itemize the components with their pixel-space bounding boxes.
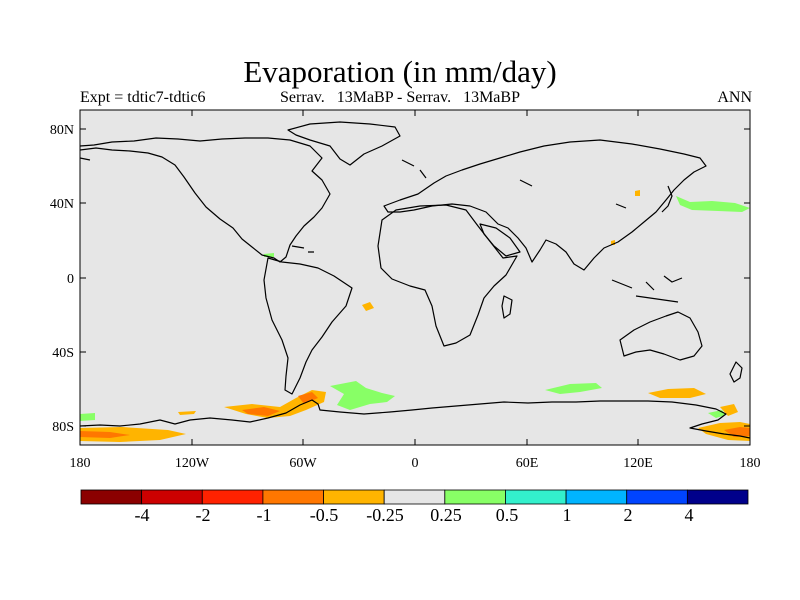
anomaly-patch-green-ross [80, 413, 95, 421]
colorbar-label-7: 0.5 [496, 505, 519, 525]
anomaly-patch-orange-s-indian-east [648, 388, 706, 398]
coastline-south-america [263, 257, 353, 395]
colorbar-box-3 [201, 489, 264, 505]
colorbar-box-6 [383, 489, 446, 505]
colorbar-box-8 [505, 489, 567, 505]
colorbar-label-8: 1 [563, 505, 572, 525]
coastline-new-zealand [729, 361, 743, 383]
colorbar-box-2 [141, 489, 203, 505]
coastline-arabia [479, 223, 521, 257]
lat-tick-labels: 80N 40N 0 40S 80S [50, 123, 74, 435]
chart-title: Evaporation (in mm/day) [243, 54, 557, 89]
coastline-eurasia [383, 139, 707, 271]
anomaly-patch-green-n-pacific [676, 196, 750, 212]
coastline-madagascar [501, 295, 513, 319]
colorbar-labels: -4 -2 -1 -0.5 -0.25 0.25 0.5 1 2 4 [135, 505, 694, 525]
lat-label-80n: 80N [50, 123, 74, 138]
colorbar-box-11 [686, 489, 749, 505]
lon-label-0: 0 [412, 456, 419, 471]
lon-label-180w: 180 [70, 456, 91, 471]
coastline-north-america [80, 137, 331, 263]
anomaly-patch-orange-s-pacific-core [80, 431, 130, 438]
anomaly-patch-green-s-atlantic [330, 381, 395, 410]
anomaly-patch-orange-japan [635, 190, 640, 196]
lat-label-40n: 40N [50, 197, 74, 212]
anomaly-patch-orange-ross-east [720, 404, 738, 416]
colorbar-box-10 [626, 489, 688, 505]
coastline-indonesia [611, 275, 683, 303]
colorbar-box-4 [262, 489, 324, 505]
anomaly-patch-orange-s-pacific [80, 427, 186, 442]
lon-label-120e: 120E [623, 456, 653, 471]
lat-label-40s: 40S [52, 346, 74, 361]
lon-label-180e: 180 [740, 456, 761, 471]
colorbar-label-3: -1 [257, 505, 272, 525]
season-label: ANN [717, 89, 752, 106]
colorbar-box-1 [80, 489, 143, 505]
colorbar-box-5 [323, 489, 385, 505]
lon-tick-labels: 180 120W 60W 0 60E 120E 180 [70, 456, 761, 471]
anomaly-patch-red-weddell [242, 407, 280, 416]
colorbar-label-2: -2 [196, 505, 211, 525]
lon-label-60w: 60W [289, 456, 317, 471]
coastline-antarctica [80, 399, 750, 439]
coastline-arctic-islands [80, 157, 627, 209]
colorbar-label-4: -0.5 [310, 505, 339, 525]
experiment-label: Expt = tdtic7-tdtic6 [80, 89, 206, 106]
anomaly-patch-red-drake [298, 392, 318, 404]
anomaly-patch-orange-s-africa [362, 302, 374, 311]
coastline-australia [619, 311, 703, 361]
lat-ticks [80, 128, 750, 427]
coastline-caribbean [291, 245, 314, 253]
lat-label-80s: 80S [52, 420, 74, 435]
lon-label-120w: 120W [175, 456, 210, 471]
colorbar-box-7 [444, 489, 506, 505]
coastlines [80, 121, 750, 439]
coastline-japan [661, 185, 673, 213]
colorbar [80, 489, 749, 505]
lat-label-0: 0 [67, 272, 74, 287]
anomaly-patch-orange-small-1 [178, 411, 196, 415]
coastline-greenland [287, 121, 401, 166]
colorbar-label-1: -4 [135, 505, 150, 525]
colorbar-label-9: 2 [624, 505, 633, 525]
colorbar-label-5: -0.25 [366, 505, 404, 525]
map-background [80, 110, 750, 445]
colorbar-label-10: 4 [685, 505, 694, 525]
colorbar-box-9 [565, 489, 628, 505]
lon-ticks [79, 110, 751, 445]
lon-label-60e: 60E [516, 456, 539, 471]
colorbar-label-6: 0.25 [430, 505, 462, 525]
coastline-africa [377, 204, 518, 347]
anomaly-patch-green-s-indian [545, 383, 602, 394]
comparison-label: Serrav. 13MaBP - Serrav. 13MaBP [280, 89, 520, 106]
